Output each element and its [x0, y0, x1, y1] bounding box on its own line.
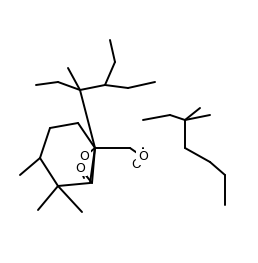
Text: O: O — [138, 150, 148, 164]
Text: O: O — [79, 150, 89, 164]
Text: O: O — [131, 159, 141, 171]
Text: O: O — [75, 161, 85, 174]
